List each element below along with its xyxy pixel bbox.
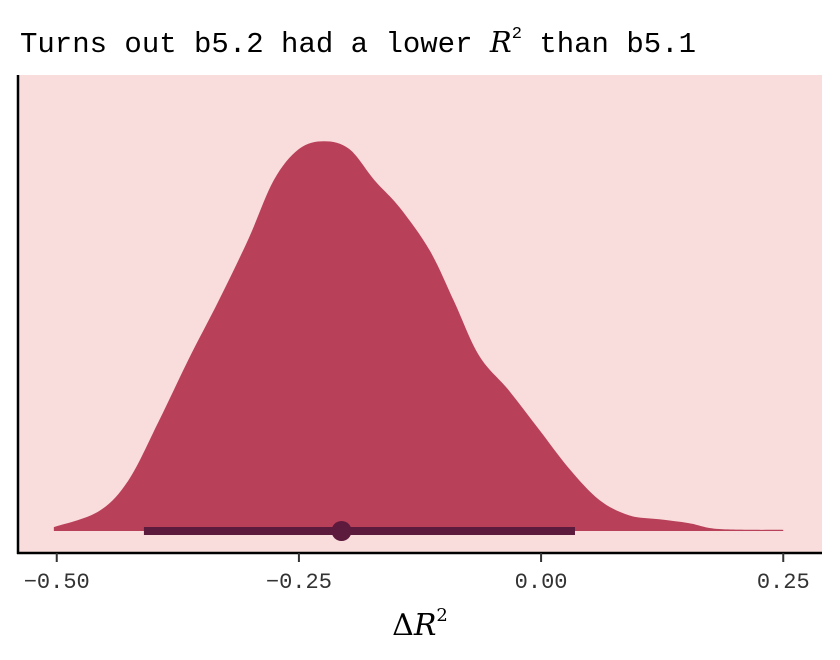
- x-axis-label: ΔR2: [392, 605, 448, 643]
- density-area: [53, 141, 784, 531]
- x-tick-label: 0.25: [757, 570, 810, 595]
- median-point: [331, 521, 352, 541]
- x-tick-label: −0.50: [24, 570, 90, 595]
- chart-title: Turns out b5.2 had a lower R2 than b5.1: [20, 25, 696, 61]
- x-tick-label: 0.00: [515, 570, 568, 595]
- x-tick-label: −0.25: [266, 570, 332, 595]
